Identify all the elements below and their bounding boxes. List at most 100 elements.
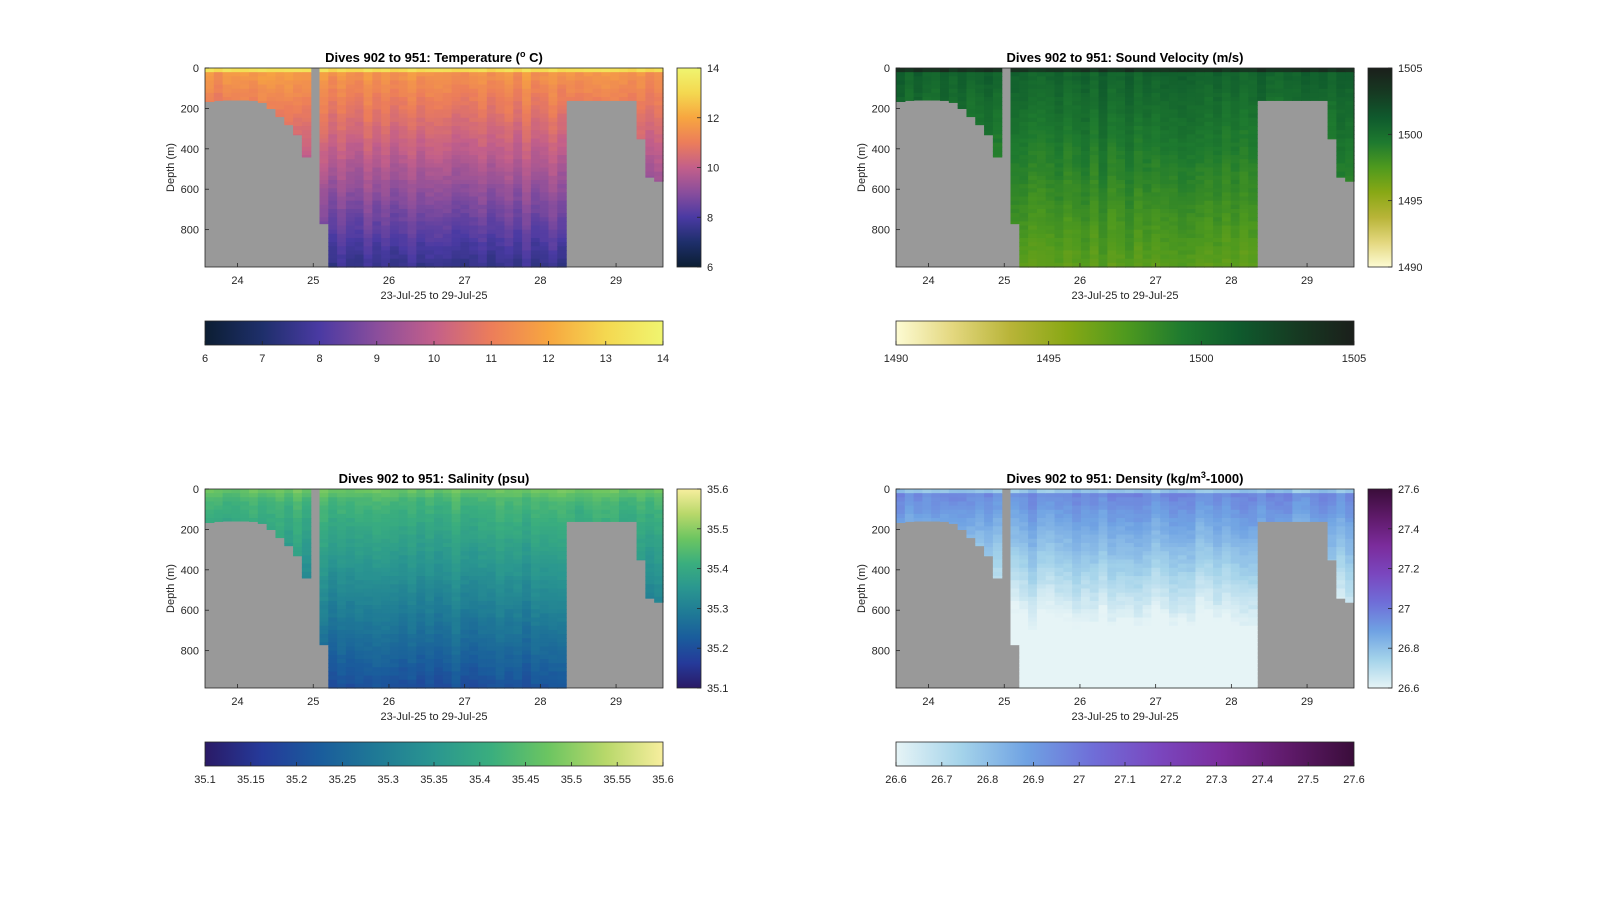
heatmap-cell bbox=[486, 213, 497, 218]
heatmap-cell bbox=[434, 501, 444, 507]
heatmap-cell bbox=[530, 254, 541, 260]
heatmap-cell bbox=[1116, 76, 1126, 82]
heatmap-cell bbox=[372, 629, 382, 635]
heatmap-cell bbox=[1221, 208, 1232, 214]
heatmap-cell bbox=[557, 638, 567, 643]
heatmap-cell bbox=[1283, 68, 1293, 73]
heatmap-cell bbox=[442, 667, 453, 673]
heatmap-cell bbox=[284, 97, 294, 102]
heatmap-cell bbox=[522, 126, 532, 131]
heatmap-cell bbox=[1257, 92, 1267, 98]
heatmap-cell bbox=[381, 567, 391, 573]
heatmap-cell bbox=[495, 609, 506, 614]
heatmap-cell bbox=[1054, 179, 1064, 185]
heatmap-cell bbox=[293, 126, 303, 131]
heatmap-cell bbox=[1045, 76, 1056, 82]
heatmap-cell bbox=[1125, 155, 1135, 160]
heatmap-cell bbox=[398, 629, 409, 635]
heatmap-cell bbox=[530, 650, 541, 656]
heatmap-cell bbox=[539, 159, 550, 164]
heatmap-cell bbox=[1089, 88, 1100, 94]
heatmap-cell bbox=[1028, 105, 1038, 111]
heatmap-cell bbox=[636, 497, 646, 503]
heatmap-cell bbox=[425, 233, 435, 239]
heatmap-cell bbox=[434, 530, 444, 536]
heatmap-cell bbox=[442, 638, 453, 643]
heatmap-cell bbox=[328, 530, 338, 536]
heatmap-cell bbox=[363, 489, 373, 494]
heatmap-cell bbox=[416, 159, 426, 164]
heatmap-cell bbox=[381, 208, 391, 214]
heatmap-cell bbox=[425, 155, 435, 160]
heatmap-cell bbox=[372, 609, 382, 614]
heatmap-cell bbox=[398, 105, 409, 111]
y-tick-label: 200 bbox=[872, 103, 890, 115]
heatmap-cell bbox=[539, 262, 550, 268]
heatmap-cell bbox=[469, 92, 479, 98]
heatmap-cell bbox=[442, 221, 453, 227]
heatmap-cell bbox=[1045, 242, 1056, 247]
heatmap-cell bbox=[345, 634, 356, 639]
heatmap-cell bbox=[1169, 237, 1179, 243]
heatmap-cell bbox=[992, 134, 1003, 140]
heatmap-cell bbox=[504, 493, 514, 498]
heatmap-cell bbox=[636, 113, 646, 119]
heatmap-cell bbox=[1045, 262, 1056, 268]
heatmap-cell bbox=[539, 613, 550, 619]
heatmap-cell bbox=[442, 530, 453, 536]
heatmap-cell bbox=[1072, 229, 1082, 235]
heatmap-cell bbox=[337, 192, 347, 198]
heatmap-cell bbox=[222, 501, 233, 507]
heatmap-cell bbox=[442, 163, 453, 169]
heatmap-cell bbox=[266, 505, 277, 511]
heatmap-cell bbox=[460, 138, 470, 144]
heatmap-cell bbox=[1177, 142, 1188, 148]
heatmap-cell bbox=[451, 84, 462, 90]
heatmap-cell bbox=[557, 542, 567, 548]
heatmap-cell bbox=[495, 184, 506, 189]
side-colorbar-tick-label: 8 bbox=[707, 212, 713, 224]
heatmap-cell bbox=[557, 117, 567, 123]
heatmap-cell bbox=[1072, 225, 1082, 231]
heatmap-cell bbox=[1160, 254, 1170, 260]
heatmap-cell bbox=[1019, 146, 1029, 152]
heatmap-cell bbox=[478, 192, 488, 198]
heatmap-cell bbox=[442, 580, 453, 585]
heatmap-cell bbox=[1195, 159, 1205, 164]
heatmap-cell bbox=[1125, 254, 1135, 260]
heatmap-cell bbox=[363, 117, 373, 123]
heatmap-cell bbox=[1107, 68, 1117, 73]
heatmap-cell bbox=[1160, 225, 1170, 231]
heatmap-cell bbox=[1160, 109, 1170, 115]
heatmap-cell bbox=[1089, 229, 1100, 235]
heatmap-cell bbox=[416, 126, 426, 131]
heatmap-cell bbox=[337, 88, 347, 94]
heatmap-cell bbox=[645, 567, 655, 573]
heatmap-cell bbox=[654, 146, 664, 152]
heatmap-cell bbox=[557, 625, 567, 631]
heatmap-cell bbox=[1177, 130, 1188, 135]
heatmap-cell bbox=[495, 576, 506, 581]
heatmap-cell bbox=[363, 175, 373, 181]
heatmap-cell bbox=[1142, 200, 1153, 206]
heatmap-cell bbox=[1054, 217, 1064, 222]
heatmap-cell bbox=[1169, 258, 1179, 264]
heatmap-cell bbox=[1221, 217, 1232, 222]
heatmap-cell bbox=[1195, 200, 1205, 206]
heatmap-cell bbox=[478, 671, 488, 677]
heatmap-cell bbox=[407, 609, 417, 614]
heatmap-cell bbox=[1063, 242, 1073, 247]
heatmap-cell bbox=[416, 134, 426, 140]
heatmap-cell bbox=[913, 97, 924, 101]
heatmap-cell bbox=[381, 130, 391, 135]
heatmap-cell bbox=[1186, 101, 1197, 106]
heatmap-cell bbox=[381, 629, 391, 635]
heatmap-cell bbox=[522, 650, 532, 656]
heatmap-cell bbox=[548, 542, 558, 548]
heatmap-cell bbox=[1327, 134, 1337, 140]
heatmap-cell bbox=[478, 613, 488, 619]
heatmap-cell bbox=[337, 646, 347, 652]
heatmap-cell bbox=[372, 92, 382, 98]
heatmap-cell bbox=[460, 217, 470, 222]
heatmap-cell bbox=[504, 621, 514, 627]
